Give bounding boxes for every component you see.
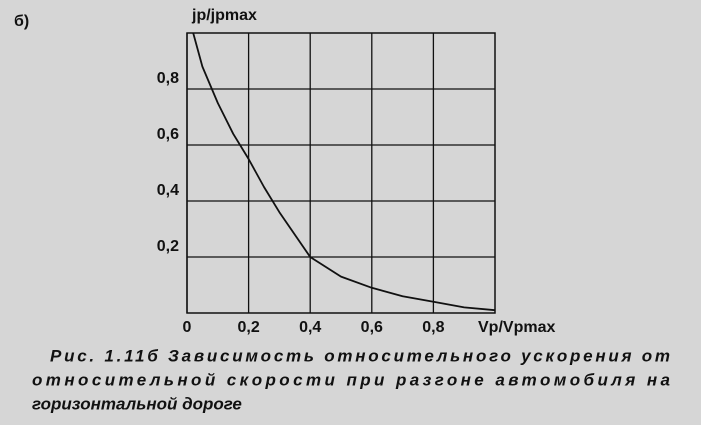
plot-frame bbox=[186, 32, 496, 314]
y-tick-label: 0,6 bbox=[157, 126, 179, 143]
x-tick-label: 0,2 bbox=[237, 319, 259, 336]
caption-line: горизонтальной дороге bbox=[32, 394, 242, 413]
x-tick-label: 0 bbox=[183, 319, 192, 336]
x-tick-label: 0,6 bbox=[361, 319, 383, 336]
y-axis-label: jp/jpmax bbox=[191, 7, 257, 24]
y-tick-label: 0,4 bbox=[157, 182, 179, 199]
curve bbox=[192, 32, 496, 312]
x-tick-label: 0,4 bbox=[299, 319, 321, 336]
caption-line: Рис. 1.11б Зависимость относительного ус… bbox=[50, 346, 670, 365]
x-axis-label: Vp/Vpmax bbox=[478, 319, 555, 336]
panel-label: б) bbox=[14, 13, 29, 30]
x-tick-label: 0,8 bbox=[422, 319, 444, 336]
caption-line: относительной скорости при разгоне автом… bbox=[32, 370, 670, 389]
y-tick-label: 0,2 bbox=[157, 238, 179, 255]
y-tick-label: 0,8 bbox=[157, 70, 179, 87]
